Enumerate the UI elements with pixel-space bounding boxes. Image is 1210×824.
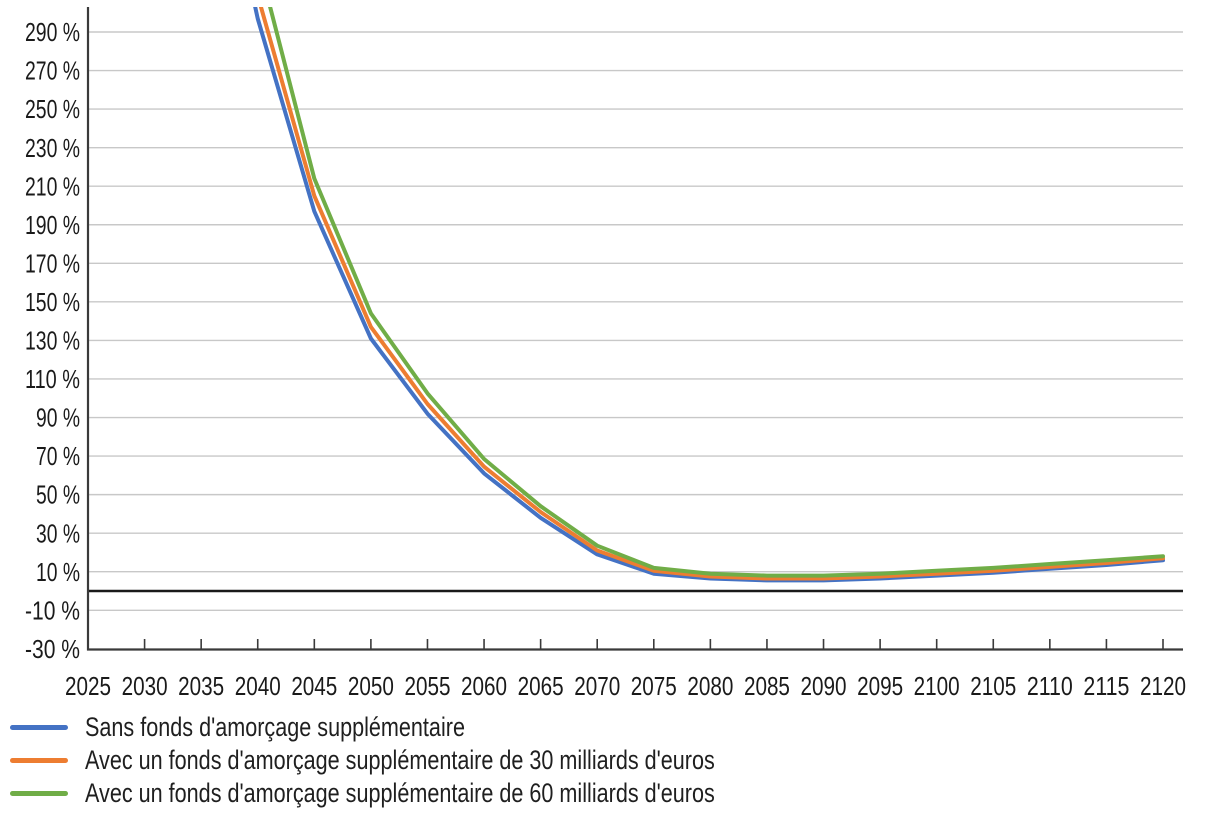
legend-label: Avec un fonds d'amorçage supplémentaire …: [85, 745, 715, 775]
y-axis-tick-label: 230 %: [25, 133, 80, 163]
y-axis-tick-label: -30 %: [25, 634, 80, 664]
x-axis-tick-label: 2090: [801, 671, 847, 700]
series-line-1: [258, 7, 1165, 581]
y-axis-tick-label: 210 %: [25, 171, 80, 201]
legend-label: Sans fonds d'amorçage supplémentaire: [85, 712, 465, 742]
y-axis-tick-label: 90 %: [36, 403, 80, 433]
x-axis-tick-label: 2030: [122, 671, 168, 700]
x-axis-tick-label: 2080: [687, 671, 733, 700]
y-axis-tick-label: 10 %: [36, 557, 80, 587]
x-axis-tick-label: 2115: [1083, 671, 1129, 700]
y-axis-tick-label: 290 %: [25, 17, 80, 47]
x-axis-tick-label: 2040: [235, 671, 281, 700]
x-axis-tick-label: 2075: [631, 671, 677, 700]
series-line-0: [253, 7, 1165, 583]
y-axis-tick-label: 110 %: [25, 364, 80, 394]
legend-item-fonds-30-milliards: Avec un fonds d'amorçage supplémentaire …: [10, 744, 872, 777]
x-axis-tick-label: 2055: [404, 671, 450, 700]
legend-label: Avec un fonds d'amorçage supplémentaire …: [85, 778, 715, 808]
x-axis-tick-label: 2070: [574, 671, 620, 700]
y-axis-tick-label: 50 %: [36, 480, 80, 510]
legend-swatch-orange-line: [10, 758, 68, 763]
x-axis-tick-label: 2025: [65, 671, 111, 700]
legend-swatch-blue-line: [10, 725, 68, 730]
x-axis-tick-label: 2050: [348, 671, 394, 700]
x-axis-tick-label: 2085: [744, 671, 790, 700]
series-line-2: [268, 7, 1165, 578]
legend-swatch-green-line: [10, 791, 68, 796]
y-axis-tick-label: 250 %: [25, 94, 80, 124]
x-axis-tick-label: 2065: [518, 671, 564, 700]
x-axis-tick-label: 2095: [857, 671, 903, 700]
x-axis-tick-label: 2120: [1140, 671, 1186, 700]
x-axis-tick-label: 2035: [178, 671, 224, 700]
x-axis-tick-label: 2045: [291, 671, 337, 700]
legend-item-fonds-60-milliards: Avec un fonds d'amorçage supplémentaire …: [10, 777, 872, 810]
chart-legend: Sans fonds d'amorçage supplémentaire Ave…: [10, 711, 872, 810]
x-axis-tick-label: 2105: [970, 671, 1016, 700]
y-axis-tick-label: 30 %: [36, 518, 80, 548]
y-axis-tick-label: 150 %: [25, 287, 80, 317]
y-axis-tick-label: 70 %: [36, 441, 80, 471]
line-chart-plot: 290 % 270 % 250 % 230 % 210 % 190 % 170 % 150 %…: [25, 7, 1186, 701]
x-axis-tick-label: 2100: [914, 671, 960, 700]
y-axis-tick-label: 190 %: [25, 210, 80, 240]
y-axis-tick-label: 270 %: [25, 56, 80, 86]
y-axis-tick-label: -10 %: [25, 595, 80, 625]
y-axis-tick-label: 170 %: [25, 248, 80, 278]
x-axis-tick-label: 2060: [461, 671, 507, 700]
x-axis-tick-label: 2110: [1027, 671, 1073, 700]
y-axis-tick-label: 130 %: [25, 326, 80, 356]
legend-item-sans-fonds: Sans fonds d'amorçage supplémentaire: [10, 711, 872, 744]
